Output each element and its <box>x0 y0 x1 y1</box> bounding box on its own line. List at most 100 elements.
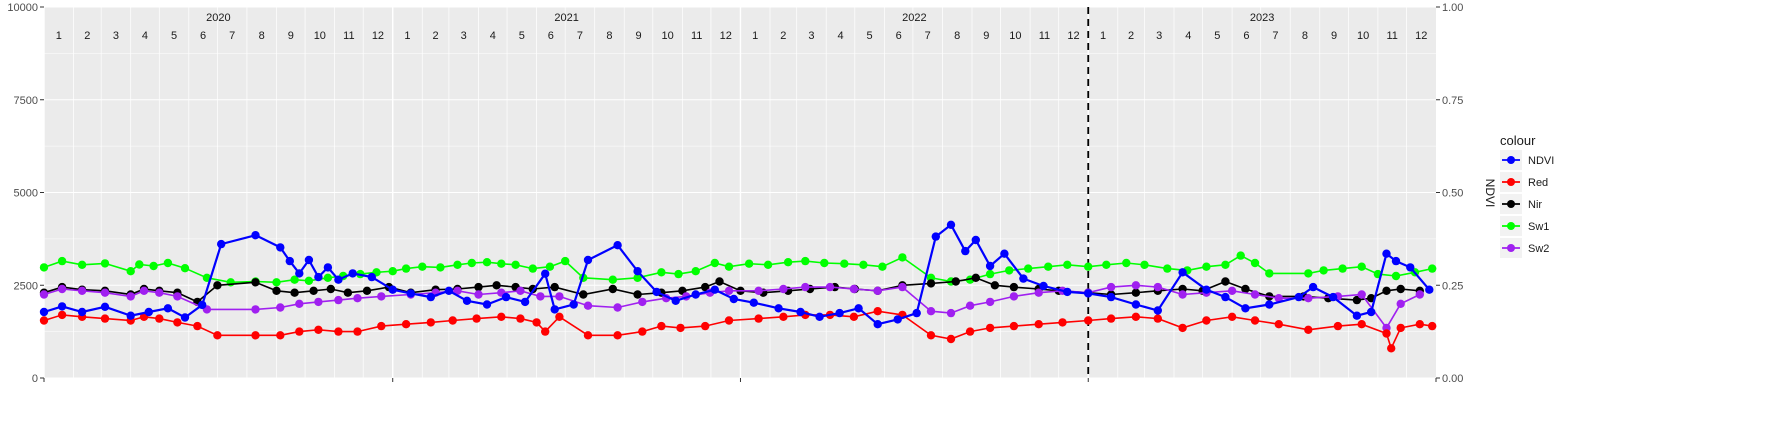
month-label: 6 <box>200 30 206 42</box>
ndvi-point <box>348 269 357 278</box>
red-point <box>532 318 541 327</box>
sw2-point <box>1250 290 1260 299</box>
red-point <box>1415 320 1425 329</box>
sw2-point <box>638 297 647 307</box>
left-tick-label: 2500 <box>14 280 38 292</box>
red-point <box>1396 323 1405 333</box>
sw1-point <box>418 262 427 271</box>
red-point <box>1106 314 1116 323</box>
red-point <box>213 331 222 340</box>
month-label: 7 <box>1272 30 1278 42</box>
month-label: 3 <box>113 30 119 42</box>
ndvi-point <box>854 304 863 313</box>
red-point <box>472 314 481 323</box>
ndvi-point <box>482 300 492 309</box>
nir-point <box>474 282 483 292</box>
nir-point <box>550 282 559 292</box>
month-label: 8 <box>259 30 265 42</box>
nir-point <box>343 288 353 297</box>
ndvi-point <box>796 307 805 317</box>
ndvi-point <box>961 246 970 256</box>
month-label: 8 <box>1302 30 1308 42</box>
sw2-point <box>1415 290 1425 299</box>
red-point <box>1202 316 1211 325</box>
sw1-point <box>304 276 314 285</box>
nir-point <box>990 281 1000 290</box>
year-label: 2022 <box>902 12 926 24</box>
ndvi-point <box>835 308 844 318</box>
sw2-point <box>754 286 763 295</box>
month-label: 4 <box>1185 30 1191 42</box>
sw2-point <box>57 284 67 294</box>
nir-point <box>213 281 222 290</box>
sw2-point <box>276 303 285 312</box>
month-label: 9 <box>1331 30 1337 42</box>
ndvi-point <box>1000 249 1009 258</box>
ndvi-point <box>729 294 738 304</box>
year-label: 2023 <box>1250 12 1274 24</box>
month-label: 3 <box>808 30 814 42</box>
left-tick-label: 7500 <box>14 95 38 107</box>
legend-label: Sw1 <box>1528 221 1549 233</box>
ndvi-point <box>1391 256 1401 266</box>
sw1-point <box>57 256 67 266</box>
sw2-point <box>1131 281 1141 290</box>
ndvi-point <box>520 297 530 307</box>
sw1-point <box>436 263 445 272</box>
red-point <box>516 314 525 323</box>
nir-point <box>971 273 980 282</box>
month-label: 11 <box>343 30 354 42</box>
sw1-point <box>710 258 719 268</box>
ndvi-point <box>946 220 956 229</box>
nir-point <box>251 278 260 287</box>
ndvi-point <box>426 292 435 302</box>
ndvi-point <box>1328 292 1338 302</box>
legend-item-ndvi: NDVI <box>1500 150 1554 170</box>
sw2-point <box>314 297 323 307</box>
nir-point <box>1131 288 1141 297</box>
red-point <box>193 321 202 331</box>
month-label: 6 <box>548 30 554 42</box>
red-point <box>1153 314 1163 323</box>
legend-key-point <box>1507 200 1515 208</box>
sw1-point <box>1319 266 1328 275</box>
ndvi-point <box>1153 306 1163 315</box>
legend-key-point <box>1507 178 1515 186</box>
month-label: 7 <box>925 30 931 42</box>
sw2-point <box>1034 288 1043 297</box>
sw1-point <box>290 275 299 284</box>
year-label: 2021 <box>554 12 578 24</box>
sw2-point <box>155 288 164 297</box>
sw1-point <box>1357 262 1366 271</box>
red-point <box>314 325 323 334</box>
sw1-point <box>1044 262 1053 271</box>
red-point <box>965 327 975 336</box>
sw2-point <box>965 301 975 310</box>
sw2-point <box>1178 290 1187 299</box>
ndvi-point <box>1221 292 1230 302</box>
nir-point <box>1382 286 1391 295</box>
red-point <box>334 327 343 336</box>
legend-item-nir: Nir <box>1500 194 1542 214</box>
ndvi-point <box>1241 304 1250 313</box>
red-point <box>39 316 49 325</box>
sw2-point <box>536 292 545 301</box>
month-label: 8 <box>954 30 960 42</box>
sw1-point <box>859 260 868 269</box>
ndvi-point <box>873 320 882 329</box>
sw2-point <box>516 286 525 295</box>
month-label: 3 <box>1156 30 1162 42</box>
ndvi-point <box>217 239 226 249</box>
series-layer <box>39 220 1437 353</box>
ndvi-point <box>144 307 153 317</box>
red-point <box>583 331 593 340</box>
ndvi-point <box>444 286 454 295</box>
ndvi-point <box>671 296 680 305</box>
red-point <box>276 331 285 340</box>
right-tick-label: 0.25 <box>1442 280 1463 292</box>
red-point <box>1333 321 1343 331</box>
month-label: 7 <box>229 30 235 42</box>
ndvi-point <box>180 313 190 322</box>
month-label: 2 <box>433 30 439 42</box>
ndvi-point <box>1406 263 1415 272</box>
